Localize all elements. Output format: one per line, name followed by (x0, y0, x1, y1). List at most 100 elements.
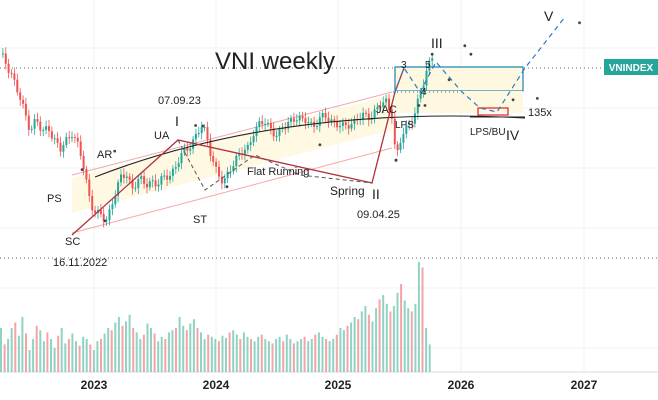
volume-bar (96, 341, 99, 372)
candle-body (275, 135, 278, 137)
candle-body (122, 174, 125, 178)
label-jac: JAC (376, 104, 397, 116)
candle-body (422, 85, 425, 93)
wave-label-iv: IV (506, 127, 520, 143)
volume-bar (128, 314, 131, 372)
candle-body (341, 122, 344, 126)
candle-body (85, 169, 88, 180)
volume-bar (292, 343, 295, 372)
candle-body (344, 122, 347, 126)
volume-bar (207, 334, 210, 372)
volume-bar (392, 306, 395, 372)
volume-bar (342, 330, 345, 372)
candle-body (264, 124, 267, 125)
volume-bar (210, 336, 213, 372)
volume-bar (60, 328, 63, 372)
volume-bar (367, 314, 370, 372)
date-sc: 16.11.2022 (53, 257, 107, 269)
candle-body (292, 118, 295, 122)
volume-bar (339, 328, 342, 372)
volume-bar (175, 328, 177, 372)
point-marker (469, 52, 473, 56)
volume-bar (407, 308, 410, 372)
candle-body (65, 137, 68, 146)
candle-body (24, 103, 27, 116)
candle-body (278, 129, 281, 136)
candle-body (336, 121, 339, 128)
volume-bar (271, 343, 274, 372)
volume-bar (314, 334, 317, 372)
candle-body (143, 176, 146, 184)
candle-body (215, 161, 218, 167)
volume-bar (310, 339, 313, 372)
candle-body (79, 141, 82, 156)
candle-body (399, 142, 402, 150)
chart-labels: VNI weekly 2023 2024 2025 2026 2027 VNIN… (47, 8, 658, 392)
volume-bar (414, 303, 417, 372)
candle-body (45, 126, 48, 130)
point-marker (80, 168, 84, 172)
candle-body (151, 180, 154, 182)
volume-bar (92, 350, 95, 372)
candle-body (50, 131, 53, 139)
candle-body (382, 102, 385, 107)
symbol-badge: VNINDEX (609, 63, 654, 74)
candle-body (22, 99, 25, 104)
label-sc: SC (65, 236, 80, 248)
volume-bar (232, 330, 235, 372)
candle-body (111, 204, 114, 210)
label-ar: AR (97, 149, 112, 161)
candle-body (200, 127, 203, 133)
volume-bar (139, 339, 142, 372)
axis-tick-2026: 2026 (448, 378, 475, 392)
price-candles (1, 47, 434, 228)
candle-body (56, 138, 59, 143)
candle-body (71, 137, 73, 139)
candle-body (330, 119, 333, 122)
candle-body (218, 166, 220, 177)
candle-body (290, 118, 292, 122)
candle-body (125, 176, 128, 178)
target-box-upper (394, 66, 524, 92)
candle-body (154, 180, 157, 187)
candle-body (272, 128, 275, 137)
volume-bar (221, 335, 224, 372)
candle-body (189, 148, 192, 151)
axis-tick-2025: 2025 (325, 378, 352, 392)
candle-body (298, 116, 301, 121)
candle-body (223, 178, 226, 184)
candle-body (105, 220, 108, 222)
volume-bar (21, 317, 24, 372)
candle-body (1, 53, 4, 55)
volume-bar (400, 284, 403, 372)
candle-body (197, 133, 200, 134)
volume-bars (0, 262, 431, 372)
volume-bar (3, 344, 6, 372)
candle-body (59, 142, 62, 152)
volume-bar (200, 332, 202, 372)
volume-bar (275, 339, 278, 372)
wave-label-ii: II (372, 186, 380, 202)
volume-bar (296, 341, 299, 372)
volume-bar (285, 334, 288, 372)
point-marker (463, 44, 467, 48)
volume-bar (78, 345, 81, 372)
candle-body (255, 126, 258, 137)
volume-bar (53, 347, 56, 372)
candle-body (249, 142, 252, 145)
point-marker (318, 143, 322, 147)
volume-bar (303, 336, 306, 372)
volume-bar (250, 339, 252, 372)
volume-bar (82, 336, 85, 372)
volume-bar (357, 319, 360, 372)
candle-body (367, 113, 370, 121)
volume-bar (178, 317, 181, 372)
candle-body (405, 125, 408, 134)
candle-body (376, 106, 379, 110)
candle-body (396, 144, 399, 151)
candle-body (48, 126, 50, 132)
axis-tick-2023: 2023 (81, 378, 108, 392)
candle-body (94, 210, 97, 213)
wave-lines (71, 16, 581, 236)
label-ps: PS (47, 193, 62, 205)
